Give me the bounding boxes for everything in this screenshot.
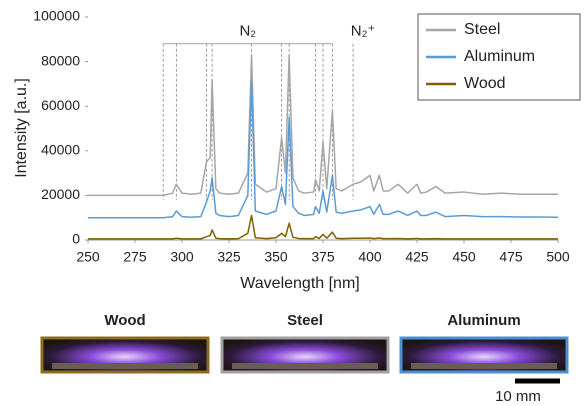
legend-label: Steel bbox=[464, 21, 500, 38]
photo-electrode bbox=[411, 363, 557, 369]
photo-electrode bbox=[232, 363, 378, 369]
x-tick-label: 375 bbox=[311, 249, 335, 265]
y-axis-label: Intensity [a.u.] bbox=[13, 78, 30, 178]
x-axis-label: Wavelength [nm] bbox=[240, 275, 359, 292]
photo-label: Aluminum bbox=[447, 312, 520, 329]
legend-label: Aluminum bbox=[464, 48, 535, 65]
x-tick-label: 400 bbox=[358, 249, 382, 265]
y-tick-label: 20000 bbox=[41, 186, 80, 202]
figure: Wavelength [nm] Intensity [a.u.] 10 mm 0… bbox=[0, 0, 585, 406]
y-tick-label: 0 bbox=[72, 231, 80, 247]
y-tick-label: 60000 bbox=[41, 97, 80, 113]
x-tick-label: 350 bbox=[264, 249, 288, 265]
photo-label: Wood bbox=[104, 312, 145, 329]
band-label: N₂⁺ bbox=[351, 23, 376, 40]
x-tick-label: 500 bbox=[546, 249, 570, 265]
x-tick-label: 275 bbox=[123, 249, 147, 265]
y-tick-label: 100000 bbox=[33, 8, 80, 24]
series-line bbox=[88, 215, 558, 238]
x-tick-label: 425 bbox=[405, 249, 429, 265]
band-label: N₂ bbox=[239, 23, 256, 40]
scale-bar-label: 10 mm bbox=[495, 388, 541, 405]
y-tick-label: 80000 bbox=[41, 52, 80, 68]
x-tick-label: 450 bbox=[452, 249, 476, 265]
x-tick-label: 325 bbox=[217, 249, 241, 265]
legend-label: Wood bbox=[464, 75, 506, 92]
x-tick-label: 475 bbox=[499, 249, 523, 265]
photo-electrode bbox=[52, 363, 198, 369]
x-tick-label: 250 bbox=[76, 249, 100, 265]
photo-label: Steel bbox=[287, 312, 323, 329]
x-tick-label: 300 bbox=[170, 249, 194, 265]
y-tick-label: 40000 bbox=[41, 142, 80, 158]
